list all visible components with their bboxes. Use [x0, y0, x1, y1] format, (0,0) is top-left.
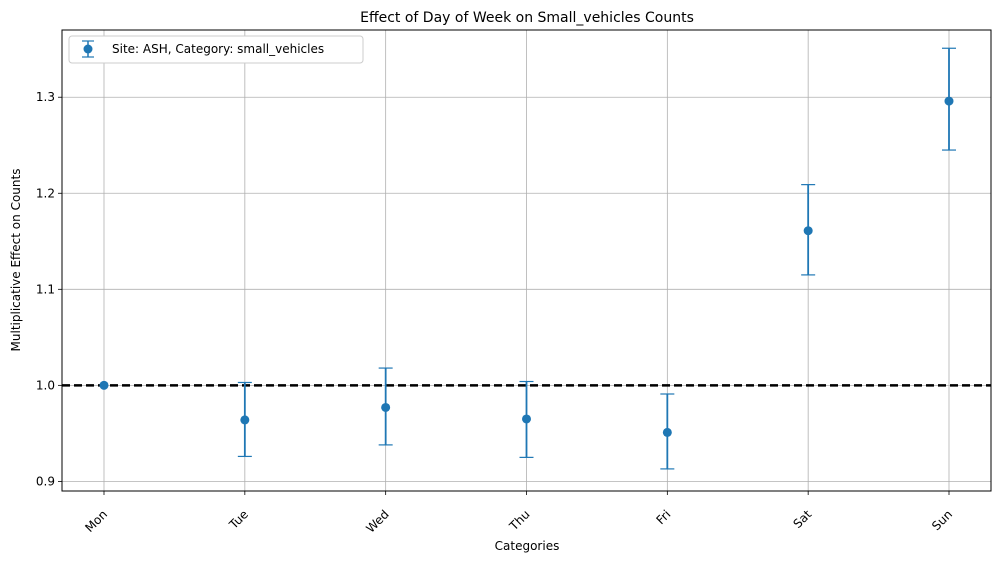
y-tick-label: 1.0	[36, 378, 55, 392]
y-tick-label: 1.2	[36, 186, 55, 200]
y-axis-ticks: 0.9 1.0 1.1 1.2 1.3	[36, 90, 62, 488]
x-axis-label: Categories	[495, 539, 560, 553]
data-point	[944, 96, 954, 106]
legend-dot	[83, 44, 93, 54]
data-point	[240, 415, 250, 425]
legend: Site: ASH, Category: small_vehicles	[68, 35, 364, 64]
legend-box	[68, 35, 364, 64]
y-tick-label: 0.9	[36, 474, 55, 488]
data-point	[99, 380, 109, 390]
data-point	[662, 427, 672, 437]
y-tick-label: 1.1	[36, 282, 55, 296]
data-point	[803, 226, 813, 236]
data-point	[522, 414, 531, 424]
y-tick-label: 1.3	[36, 90, 55, 104]
data-layer	[99, 47, 956, 470]
legend-label: Site: ASH, Category: small_vehicles	[112, 42, 324, 56]
y-axis-label: Multiplicative Effect on Counts	[9, 169, 23, 352]
data-point	[381, 402, 391, 412]
legend-marker	[82, 40, 94, 58]
chart-title: Effect of Day of Week on Small_vehicles …	[360, 10, 694, 26]
